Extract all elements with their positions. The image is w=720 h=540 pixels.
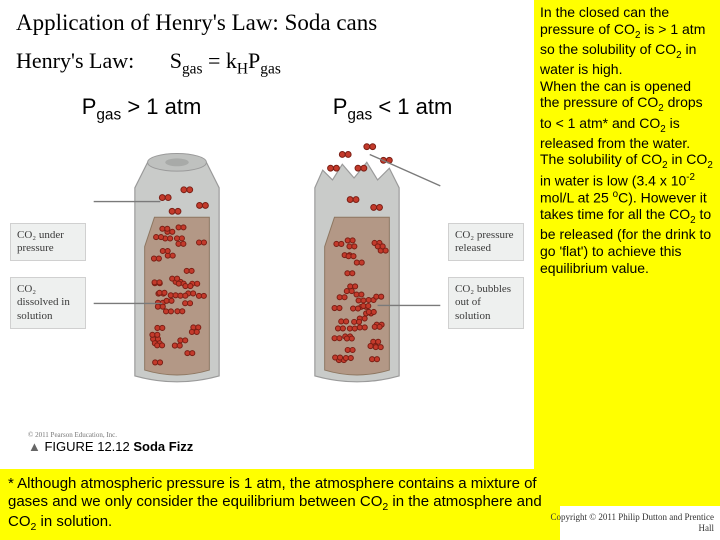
pressure-headers: Pgas > 1 atm Pgas < 1 atm <box>0 84 534 128</box>
slide-copyright: Copyright © 2011 Philip Dutton and Prent… <box>534 512 714 534</box>
law-label: Henry's Law: <box>16 48 134 73</box>
right-label-stack: CO₂ pressure released CO₂ bubbles out of… <box>448 223 524 329</box>
left-pressure-header: Pgas > 1 atm <box>16 94 267 124</box>
closed-can-column: CO₂ under pressure CO₂ dissolved in solu… <box>10 129 264 423</box>
caption-marker-icon: ▲ <box>28 439 44 454</box>
pearson-copyright: © 2011 Pearson Education, Inc. <box>0 429 534 439</box>
sidebar-explanation: In the closed can the pressure of CO2 is… <box>534 0 720 506</box>
footnote: * Although atmospheric pressure is 1 atm… <box>0 469 560 540</box>
figure-title: Soda Fizz <box>130 439 194 454</box>
open-can-diagram <box>270 129 444 423</box>
page-title: Application of Henry's Law: Soda cans <box>0 0 534 42</box>
label-co2-bubbles: CO₂ bubbles out of solution <box>448 277 524 329</box>
label-co2-released: CO₂ pressure released <box>448 223 524 261</box>
label-co2-dissolved: CO₂ dissolved in solution <box>10 277 86 329</box>
figure-caption: ▲ FIGURE 12.12 Soda Fizz <box>0 439 534 460</box>
closed-can-diagram <box>90 129 264 423</box>
figure-number: FIGURE 12.12 <box>44 439 129 454</box>
left-label-stack: CO₂ under pressure CO₂ dissolved in solu… <box>10 223 86 329</box>
label-co2-under-pressure: CO₂ under pressure <box>10 223 86 261</box>
right-pressure-header: Pgas < 1 atm <box>267 94 518 124</box>
open-can-column: CO₂ pressure released CO₂ bubbles out of… <box>270 129 524 423</box>
diagram-area: CO₂ under pressure CO₂ dissolved in solu… <box>0 129 534 429</box>
henrys-law-row: Henry's Law: Sgas = kHPgas <box>0 42 534 84</box>
law-formula: Sgas = kHPgas <box>170 48 281 73</box>
